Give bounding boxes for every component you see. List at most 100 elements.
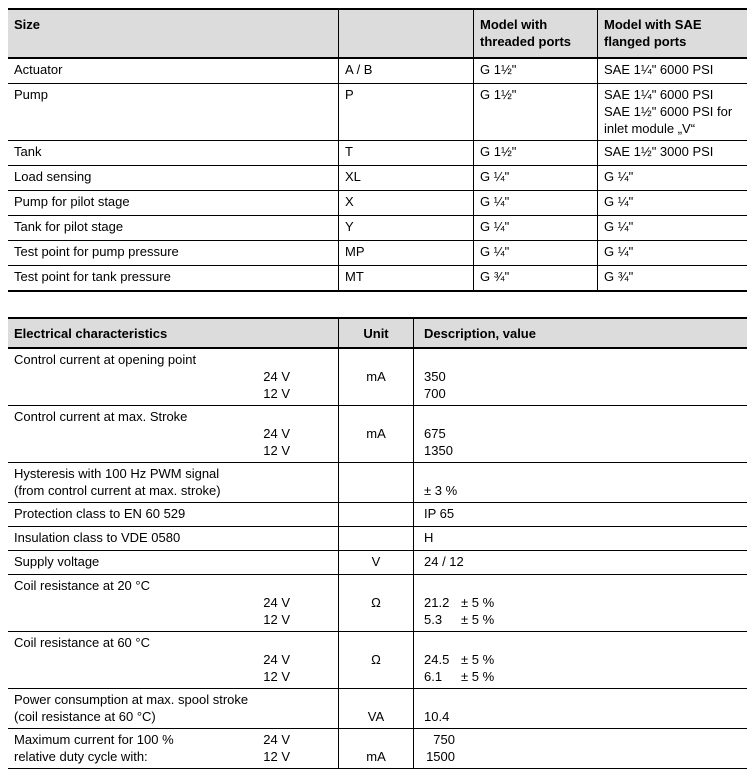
flanged-port-value: G ¼" — [597, 191, 747, 215]
tolerance-value: ± 5 % — [461, 669, 495, 684]
row-protection-class: Protection class to EN 60 529 IP 65 — [8, 502, 747, 526]
voltage-label-12v: 12 V — [263, 669, 290, 684]
size-header-code — [338, 10, 473, 57]
resistance-value: 24.5 — [424, 652, 450, 667]
description-value: 350 700 — [413, 349, 747, 405]
table-row-tank: Tank T G 1½" SAE 1½" 3000 PSI — [8, 140, 747, 165]
row-control-current-opening: Control current at opening point 24 V 12 V… — [8, 347, 747, 405]
description-value: 675 1350 — [413, 406, 747, 462]
characteristic-label-cell: Coil resistance at 20 °C 24 V 12 V — [8, 575, 338, 631]
voltage-label-24v: 24 V — [263, 652, 290, 667]
flanged-port-value: SAE 1¼" 6000 PSI — [597, 59, 747, 83]
resistance-line-24v: 24.5 ± 5 % — [424, 651, 741, 668]
unit-value: mA — [338, 406, 413, 462]
resistance-value: 5.3 — [424, 612, 443, 627]
electrical-header-description: Description, value — [413, 319, 747, 347]
voltage-label-12v: 12 V — [263, 749, 290, 764]
unit-value: Ω — [338, 575, 413, 631]
port-label: Actuator — [14, 62, 63, 77]
electrical-table: Electrical characteristics Unit Descript… — [8, 317, 747, 769]
port-label: Tank — [14, 144, 42, 159]
table-row-load-sensing: Load sensing XL G ¼" G ¼" — [8, 165, 747, 190]
flanged-port-value: G ¼" — [597, 166, 747, 190]
flanged-port-value: G ¾" — [597, 266, 747, 290]
voltage-label-12v: 12 V — [263, 386, 290, 401]
threaded-port-value: G ¾" — [473, 266, 597, 290]
size-table-header: Size Model with threaded ports Model wit… — [8, 10, 747, 57]
port-code: T — [338, 141, 473, 165]
unit-value — [338, 527, 413, 550]
characteristic-label: relative duty cycle with: — [14, 749, 148, 764]
characteristic-label: Coil resistance at 60 °C — [14, 635, 150, 650]
port-code: MT — [338, 266, 473, 290]
flanged-port-value: SAE 1¼" 6000 PSI SAE 1½" 6000 PSI for in… — [597, 84, 747, 140]
size-header-label: Size — [14, 17, 41, 32]
flanged-port-value: G ¼" — [597, 241, 747, 265]
resistance-line-12v: 6.1 ± 5 % — [424, 668, 741, 685]
characteristic-label-cell: Coil resistance at 60 °C 24 V 12 V — [8, 632, 338, 688]
resistance-value: 21.2 — [424, 595, 450, 610]
flanged-port-value: G ¼" — [597, 216, 747, 240]
description-value-cell: 24.5 ± 5 % 6.1 ± 5 % — [413, 632, 747, 688]
table-row-pump-pilot-stage: Pump for pilot stage X G ¼" G ¼" — [8, 190, 747, 215]
tolerance-value: ± 5 % — [461, 612, 495, 627]
port-code: MP — [338, 241, 473, 265]
row-control-current-max-stroke: Control current at max. Stroke 24 V 12 V m… — [8, 405, 747, 462]
characteristic-label: Power consumption at max. spool stroke (… — [14, 692, 249, 724]
voltage-label-24v: 24 V — [263, 595, 290, 610]
row-power-consumption: Power consumption at max. spool stroke (… — [8, 688, 747, 728]
tolerance-value: ± 5 % — [461, 595, 495, 610]
threaded-port-value: G 1½" — [473, 141, 597, 165]
unit-value: VA — [338, 689, 413, 728]
row-hysteresis: Hysteresis with 100 Hz PWM signal (from … — [8, 462, 747, 502]
description-value-cell: 750 1500 — [413, 729, 747, 768]
characteristic-label: Maximum current for 100 % — [14, 732, 174, 747]
voltage-label-24v: 24 V — [263, 426, 290, 441]
characteristic-label: Supply voltage — [14, 554, 100, 569]
label-line-1: Maximum current for 100 % 24 V — [14, 731, 332, 748]
description-value: H — [413, 527, 747, 550]
unit-value: mA — [338, 729, 413, 768]
description-value: IP 65 — [413, 503, 747, 526]
threaded-port-value: G ¼" — [473, 166, 597, 190]
description-value-cell: 21.2 ± 5 % 5.3 ± 5 % — [413, 575, 747, 631]
current-value: 1500 — [426, 749, 455, 764]
port-label: Test point for pump pressure — [14, 244, 179, 259]
description-value: 24 / 12 — [413, 551, 747, 574]
electrical-table-header: Electrical characteristics Unit Descript… — [8, 319, 747, 347]
resistance-line-12v: 5.3 ± 5 % — [424, 611, 741, 628]
port-label: Pump — [14, 87, 48, 102]
port-code: A / B — [338, 59, 473, 83]
unit-value: V — [338, 551, 413, 574]
size-table: Size Model with threaded ports Model wit… — [8, 8, 747, 292]
unit-value — [338, 503, 413, 526]
tolerance-value: ± 5 % — [461, 652, 495, 667]
flanged-port-value: SAE 1½" 3000 PSI — [597, 141, 747, 165]
unit-value: mA — [338, 349, 413, 405]
voltage-label-24v: 24 V — [263, 369, 290, 384]
characteristic-label-cell: Control current at opening point 24 V 12 V — [8, 349, 338, 405]
row-coil-resistance-20c: Coil resistance at 20 °C 24 V 12 V Ω 21.2 ±… — [8, 574, 747, 631]
port-label: Tank for pilot stage — [14, 219, 124, 234]
table-row-pump: Pump P G 1½" SAE 1¼" 6000 PSI SAE 1½" 60… — [8, 83, 747, 140]
characteristic-label-cell: Control current at max. Stroke 24 V 12 V — [8, 406, 338, 462]
threaded-port-value: G ¼" — [473, 241, 597, 265]
port-label: Load sensing — [14, 169, 92, 184]
port-code: X — [338, 191, 473, 215]
threaded-port-value: G ¼" — [473, 216, 597, 240]
characteristic-label: Insulation class to VDE 0580 — [14, 530, 181, 545]
characteristic-label: Coil resistance at 20 °C — [14, 578, 150, 593]
port-code: XL — [338, 166, 473, 190]
characteristic-label: Hysteresis with 100 Hz PWM signal (from … — [14, 466, 221, 498]
resistance-line-24v: 21.2 ± 5 % — [424, 594, 741, 611]
electrical-header-label: Electrical characteristics — [14, 326, 168, 341]
size-header-flanged: Model with SAE flanged ports — [597, 10, 747, 57]
current-line-24v: 750 — [424, 731, 741, 748]
electrical-header-unit: Unit — [338, 319, 413, 347]
table-row-tank-pilot-stage: Tank for pilot stage Y G ¼" G ¼" — [8, 215, 747, 240]
row-coil-resistance-60c: Coil resistance at 60 °C 24 V 12 V Ω 24.5 ±… — [8, 631, 747, 688]
row-supply-voltage: Supply voltage V 24 / 12 — [8, 550, 747, 574]
threaded-port-value: G 1½" — [473, 59, 597, 83]
